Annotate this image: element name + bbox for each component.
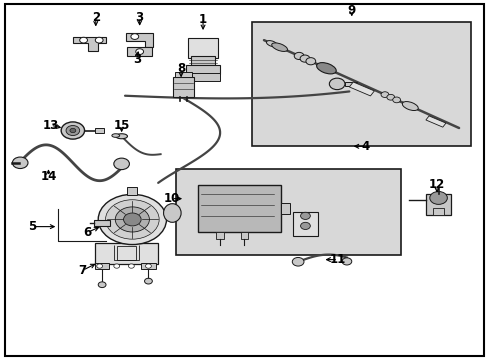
Polygon shape	[127, 47, 152, 56]
Circle shape	[380, 92, 388, 98]
Circle shape	[115, 207, 149, 232]
Circle shape	[97, 264, 102, 268]
Text: 6: 6	[83, 226, 91, 239]
Bar	[216, 232, 224, 239]
Circle shape	[305, 58, 315, 65]
Bar	[185, 73, 220, 81]
Circle shape	[66, 126, 80, 135]
Circle shape	[123, 213, 141, 226]
Bar	[117, 246, 136, 260]
Bar	[432, 208, 444, 215]
Text: 1: 1	[199, 13, 207, 26]
Circle shape	[341, 258, 351, 265]
Text: 5: 5	[28, 220, 37, 233]
Text: 12: 12	[428, 178, 444, 191]
Bar	[141, 263, 156, 269]
Bar	[348, 82, 374, 96]
Bar	[251, 22, 470, 146]
Bar	[127, 187, 137, 195]
Ellipse shape	[112, 134, 120, 137]
Bar	[95, 128, 104, 134]
Polygon shape	[126, 33, 153, 47]
Circle shape	[386, 94, 394, 100]
Bar	[172, 77, 194, 97]
Text: 14: 14	[40, 170, 57, 183]
Ellipse shape	[402, 102, 417, 111]
Circle shape	[329, 78, 344, 90]
Text: 10: 10	[163, 192, 179, 205]
Circle shape	[98, 282, 106, 288]
Bar	[190, 56, 215, 67]
Circle shape	[114, 264, 120, 268]
Text: 8: 8	[177, 62, 185, 75]
Circle shape	[300, 212, 310, 220]
Polygon shape	[73, 37, 105, 51]
Bar	[240, 232, 248, 239]
Circle shape	[12, 157, 28, 168]
Text: 15: 15	[113, 119, 129, 132]
Text: 11: 11	[329, 253, 346, 266]
Bar	[188, 39, 217, 58]
Ellipse shape	[266, 41, 277, 47]
Circle shape	[300, 222, 310, 229]
Bar	[185, 65, 220, 74]
Bar	[425, 116, 445, 127]
Ellipse shape	[116, 134, 127, 139]
Bar	[281, 203, 289, 214]
Text: 2: 2	[92, 11, 100, 24]
Bar	[95, 263, 109, 269]
Bar	[344, 82, 356, 86]
Circle shape	[294, 52, 304, 59]
Circle shape	[131, 34, 139, 40]
Bar	[95, 243, 158, 264]
Text: 3: 3	[135, 11, 143, 24]
Bar	[174, 72, 192, 77]
Circle shape	[144, 278, 152, 284]
Circle shape	[136, 49, 143, 54]
Bar	[94, 220, 110, 226]
Text: 7: 7	[79, 264, 86, 277]
Circle shape	[145, 264, 151, 268]
Circle shape	[95, 37, 103, 43]
Circle shape	[300, 55, 309, 62]
Bar	[198, 185, 281, 232]
Circle shape	[392, 97, 400, 103]
Circle shape	[292, 257, 304, 266]
Circle shape	[80, 37, 87, 43]
Ellipse shape	[316, 63, 336, 74]
Circle shape	[429, 192, 447, 204]
Circle shape	[98, 194, 166, 244]
Text: 9: 9	[347, 4, 355, 17]
Text: 3: 3	[133, 53, 141, 66]
Bar	[176, 169, 400, 255]
Text: 13: 13	[42, 119, 59, 132]
Bar	[426, 194, 450, 215]
Circle shape	[105, 200, 159, 239]
Bar	[293, 212, 317, 235]
Circle shape	[114, 158, 129, 170]
Text: 4: 4	[361, 140, 369, 153]
Circle shape	[61, 122, 84, 139]
Circle shape	[128, 264, 134, 268]
Ellipse shape	[163, 204, 181, 222]
Ellipse shape	[271, 43, 287, 51]
Circle shape	[70, 129, 76, 133]
